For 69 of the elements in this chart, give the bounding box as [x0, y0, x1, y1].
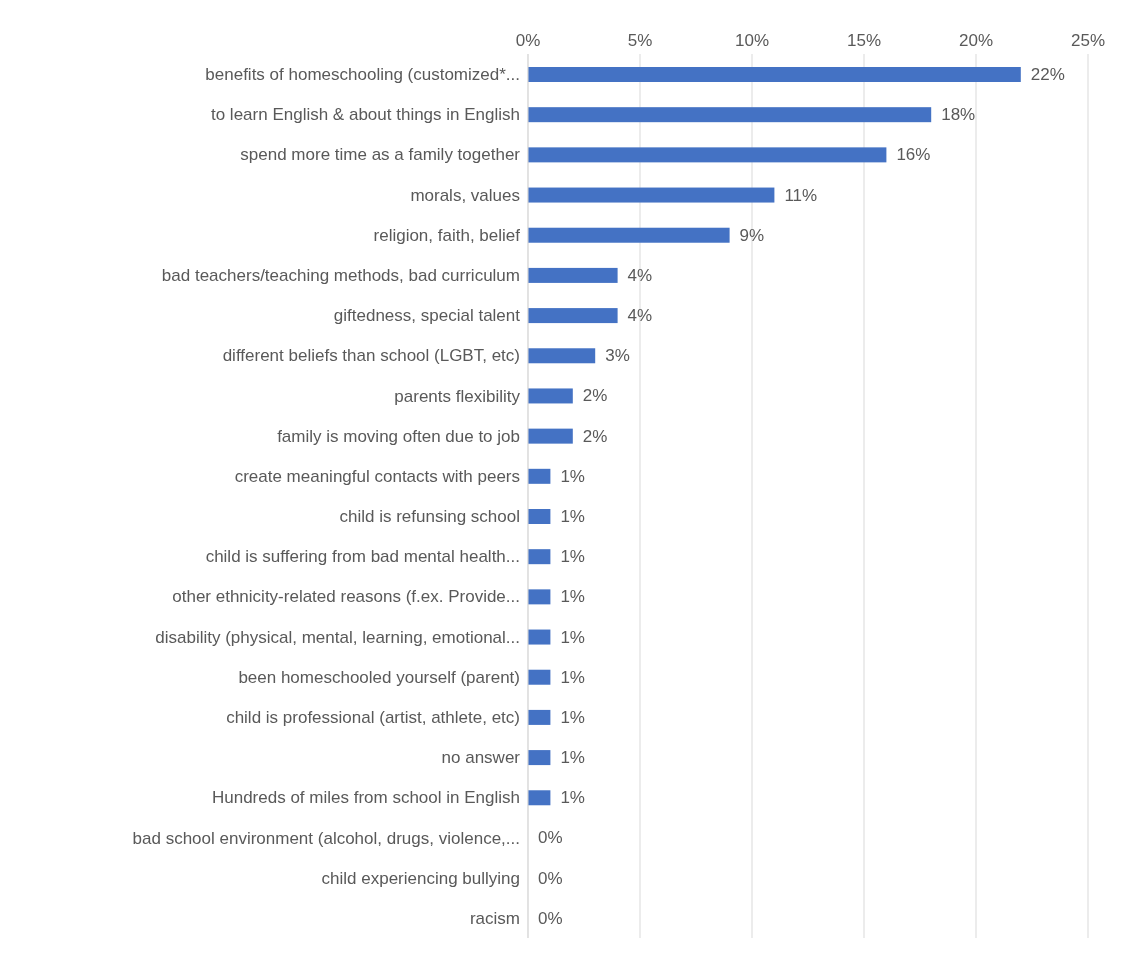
y-tick-label: morals, values [410, 185, 520, 205]
bar [528, 629, 551, 645]
y-tick-label: giftedness, special talent [333, 306, 521, 326]
data-label: 1% [560, 587, 585, 607]
y-tick-label: benefits of homeschooling (customized*... [205, 65, 520, 85]
data-label: 4% [627, 265, 653, 285]
y-tick-label: religion, faith, belief [373, 225, 521, 245]
bar [528, 187, 775, 203]
data-label: 18% [941, 105, 976, 125]
bar [528, 509, 551, 524]
y-tick-label: Hundreds of miles from school in English [211, 788, 520, 808]
y-tick-label: child is suffering from bad mental health... [205, 547, 520, 567]
bar [528, 67, 1021, 82]
data-label: 9% [739, 225, 765, 245]
y-tick-label: child is refunsing school [339, 507, 520, 527]
data-label: 11% [784, 185, 818, 205]
bar [528, 428, 573, 444]
data-label: 1% [560, 667, 585, 687]
data-label: 1% [560, 547, 585, 567]
data-label: 1% [560, 707, 585, 727]
bar [528, 589, 551, 605]
data-label: 16% [896, 145, 931, 165]
y-tick-label: spend more time as a family together [240, 145, 521, 165]
data-label: 2% [582, 426, 608, 446]
y-tick-label: family is moving often due to job [277, 426, 520, 446]
bar [528, 147, 887, 163]
x-tick-label: 25% [1070, 31, 1106, 50]
bar [528, 267, 618, 283]
data-label: 4% [627, 306, 653, 326]
y-tick-label: other ethnicity-related reasons (f.ex. Provide... [172, 587, 520, 607]
bar [528, 348, 596, 364]
x-tick-label: 0% [515, 31, 541, 50]
data-label: 1% [560, 507, 585, 526]
bar [528, 107, 932, 123]
data-label: 1% [560, 748, 585, 768]
y-tick-label: bad teachers/teaching methods, bad curriculum [161, 266, 520, 286]
data-label: 3% [605, 346, 630, 366]
y-tick-label: different beliefs than school (LGBT, etc) [222, 346, 520, 366]
x-tick-label: 15% [846, 31, 882, 50]
y-tick-label: disability (physical, mental, learning, emotional... [155, 627, 520, 647]
bar [528, 468, 551, 484]
x-tick-label: 5% [627, 31, 653, 50]
y-tick-label: racism [469, 908, 520, 928]
data-label: 2% [582, 386, 608, 406]
y-tick-label: create meaningful contacts with peers [234, 466, 520, 486]
bar [528, 790, 551, 806]
bar [528, 388, 573, 404]
y-tick-label: bad school environment (alcohol, drugs, violence,... [132, 828, 520, 848]
data-label: 0% [538, 908, 563, 928]
y-tick-label: child is professional (artist, athlete, etc) [226, 708, 520, 728]
data-label: 22% [1030, 65, 1065, 84]
data-label: 1% [560, 788, 585, 808]
y-tick-label: no answer [441, 748, 521, 768]
x-tick-label: 10% [734, 31, 770, 50]
bar [528, 709, 551, 725]
bar [528, 669, 551, 685]
bar [528, 750, 551, 766]
y-tick-label: been homeschooled yourself (parent) [238, 667, 520, 687]
y-tick-label: child experiencing bullying [321, 868, 520, 888]
bar [528, 549, 551, 565]
data-label: 1% [560, 627, 585, 647]
bar [528, 227, 730, 243]
bar [528, 308, 618, 324]
y-tick-label: to learn English & about things in English [210, 105, 520, 125]
data-label: 1% [560, 466, 585, 486]
data-label: 0% [538, 868, 563, 888]
x-tick-label: 20% [958, 31, 994, 50]
data-label: 0% [538, 828, 563, 848]
y-tick-label: parents flexibility [394, 386, 521, 406]
